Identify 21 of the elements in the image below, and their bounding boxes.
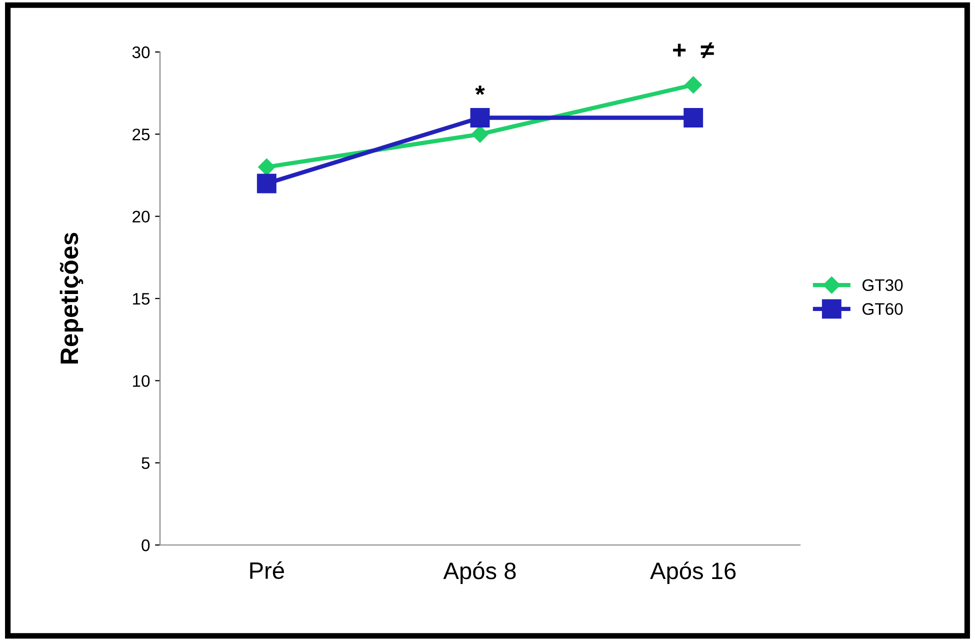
y-tick-label: 30 [132, 46, 150, 58]
point [684, 76, 702, 94]
point [256, 174, 276, 194]
point [470, 108, 490, 128]
annotation: * [475, 86, 485, 95]
point [258, 158, 276, 176]
y-tick-label: 10 [133, 375, 150, 387]
legend-label: GT30 [862, 279, 903, 292]
x-tick-label: Pré [250, 561, 284, 580]
y-tick-label: 5 [142, 457, 150, 470]
point [684, 108, 704, 128]
annotation: + ≠ [673, 42, 714, 58]
y-tick-label: 20 [132, 210, 150, 223]
point [471, 126, 489, 143]
y-tick-label: 25 [132, 128, 150, 140]
y-tick-label: 15 [133, 293, 150, 305]
y-tick-label: 0 [142, 539, 150, 552]
y-axis-title: Repetições [60, 232, 84, 364]
x-tick-label: Após 8 [443, 562, 516, 584]
legend-label: GT60 [862, 303, 903, 315]
x-tick-label: Após 16 [650, 562, 736, 584]
